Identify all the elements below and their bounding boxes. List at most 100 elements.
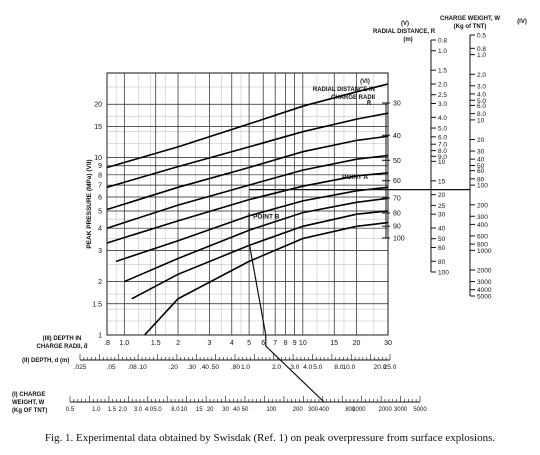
- scale-II-tick-label: 25.0: [384, 364, 397, 371]
- scale-I-tick-label: 1000: [352, 407, 366, 413]
- scale-IV-tick-label: 0.5: [477, 33, 486, 40]
- scale-V-tick-label: 15: [438, 178, 446, 185]
- y-tick-label: 10: [94, 155, 102, 162]
- pressure-curve-R100: [131, 210, 389, 300]
- pressure-curve-R110: [144, 221, 389, 336]
- solution-line-lower: [265, 335, 325, 403]
- scale-I-tick-label: 100: [266, 407, 277, 413]
- scale-I-tick-label: 30: [222, 407, 229, 413]
- scale-IV-tick-label: 4000: [477, 287, 492, 294]
- scale-VI-label: (VI): [360, 79, 370, 85]
- scale-IV-tick-label: 2.0: [477, 72, 486, 79]
- scale-I-tick-label: 10: [180, 407, 187, 413]
- x-tick-label: 10: [299, 340, 307, 347]
- x-tick-label: 7: [273, 340, 277, 347]
- scale-VI-tick-label: 100: [393, 236, 405, 243]
- scale-I-tick-label: 1.0: [92, 407, 101, 413]
- scale-V-tick-label: 7.0: [438, 142, 447, 149]
- scale-IV-tick-label: 3000: [477, 279, 492, 286]
- scale-I-label: (I) CHARGE: [12, 392, 45, 398]
- scale-II-tick-label: .08: [128, 364, 137, 371]
- y-tick-label: 3: [98, 248, 102, 255]
- scale-I-tick-label: 5000: [413, 407, 427, 413]
- pressure-curves: [106, 83, 389, 336]
- scale-IV-tick-label: 60: [477, 168, 485, 175]
- scale-I-tick-label: 300: [308, 407, 319, 413]
- y-tick-label: 2: [98, 279, 102, 286]
- scale-VI-label: R̄: [367, 100, 372, 107]
- scale-VI-tick-label: 40: [393, 133, 401, 140]
- scale-V-tick-label: 4.0: [438, 115, 447, 122]
- scale-I-tick-label: 2.0: [119, 407, 128, 413]
- x-tick-label: 4: [230, 340, 234, 347]
- scale-I-tick-label: 8.0: [171, 407, 180, 413]
- scale-IV-tick-label: 5000: [477, 294, 492, 301]
- scale-IV-tick-label: 40: [477, 157, 485, 164]
- pressure-curve-R40: [106, 112, 389, 189]
- scale-II-tick-label: .05: [107, 364, 116, 371]
- scale-II-tick-label: .40: [200, 364, 209, 371]
- x-tick-label: 3: [208, 340, 212, 347]
- scale-III-label: CHARGE RADII, d̄: [37, 343, 88, 350]
- solution-path: [248, 189, 470, 403]
- x-tick-label: 2: [176, 340, 180, 347]
- scale-V-tick-label: 40: [438, 225, 446, 232]
- y-tick-label: 6: [98, 194, 102, 201]
- scale-IV-tick-label: 80: [477, 176, 485, 183]
- pressure-curve-R80: [115, 186, 389, 263]
- scale-IV-label: CHARGE WEIGHT, W: [440, 16, 500, 22]
- scale-II-tick-label: .30: [187, 364, 196, 371]
- scale-V-tick-label: 2.5: [438, 92, 447, 99]
- scale-IV-label: (IV): [517, 19, 527, 25]
- scale-IV-tick-label: 300: [477, 214, 488, 221]
- scale-I-tick-label: 50: [242, 407, 249, 413]
- scale-VI-label: CHARGE RADII: [331, 95, 375, 101]
- point-b-label: POINT B: [253, 214, 280, 221]
- scale-IV-tick-label: 4.0: [477, 91, 486, 98]
- scale-I-tick-label: 15: [196, 407, 203, 413]
- scale-V-tick-label: 100: [438, 270, 449, 277]
- scale-I-tick-label: 3000: [394, 407, 408, 413]
- scale-I-tick-label: 800: [345, 407, 356, 413]
- scale-II-tick-label: 10.0: [343, 364, 356, 371]
- scale-V-tick-label: 80: [438, 259, 446, 266]
- scale-V-tick-label: 1.0: [438, 48, 447, 55]
- x-tick-label: 8: [284, 340, 288, 347]
- x-tick-label: 1.0: [119, 340, 129, 347]
- y-tick-label: 7: [98, 183, 102, 190]
- scale-IV-tick-label: 1000: [477, 248, 492, 255]
- scale-V-tick-label: 3.0: [438, 101, 447, 108]
- pressure-curve-R50: [106, 135, 389, 211]
- scale-VI-tick-label: 90: [393, 224, 401, 231]
- x-tick-label: .8: [104, 340, 110, 347]
- pressure-curve-R70: [106, 172, 389, 244]
- scale-III-label: (III) DEPTH IN: [43, 336, 82, 342]
- scale-V-label: (m): [403, 37, 412, 43]
- scale-II-tick-label: .025: [74, 364, 87, 371]
- grid: [106, 72, 389, 336]
- scale-IV-tick-label: 30: [477, 149, 485, 156]
- pressure-curve-R30: [106, 83, 389, 169]
- scale-IV-tick-label: 8.0: [477, 111, 486, 118]
- scale-I-label: WEIGHT, W: [12, 400, 45, 406]
- scale-II-tick-label: 4.0: [303, 364, 312, 371]
- scale-I-tick-label: 40: [233, 407, 240, 413]
- scale-V-tick-label: 8.0: [438, 148, 447, 155]
- scale-IV-tick-label: 20: [477, 137, 485, 144]
- scale-V-tick-label: 30: [438, 212, 446, 219]
- scale-I-tick-label: 20: [207, 407, 214, 413]
- scale-I-tick-label: 0.5: [66, 407, 75, 413]
- x-tick-label: 30: [384, 340, 392, 347]
- scale-II-label: (II) DEPTH, d (m): [22, 358, 69, 364]
- scale-VI-tick-label: 60: [393, 178, 401, 185]
- x-tick-label: 6: [261, 340, 265, 347]
- y-tick-label: 8: [98, 172, 102, 179]
- scale-II-tick-label: .20: [169, 364, 178, 371]
- pressure-curve-R60: [106, 154, 389, 229]
- scale-IV-tick-label: 6.0: [477, 103, 486, 110]
- pressure-curve-R90: [123, 197, 389, 283]
- y-tick-label: 1.5: [92, 301, 102, 308]
- scale-IV-tick-label: 10: [477, 117, 485, 124]
- scale-I-tick-label: 2000: [379, 407, 393, 413]
- y-tick-label: 15: [94, 124, 102, 131]
